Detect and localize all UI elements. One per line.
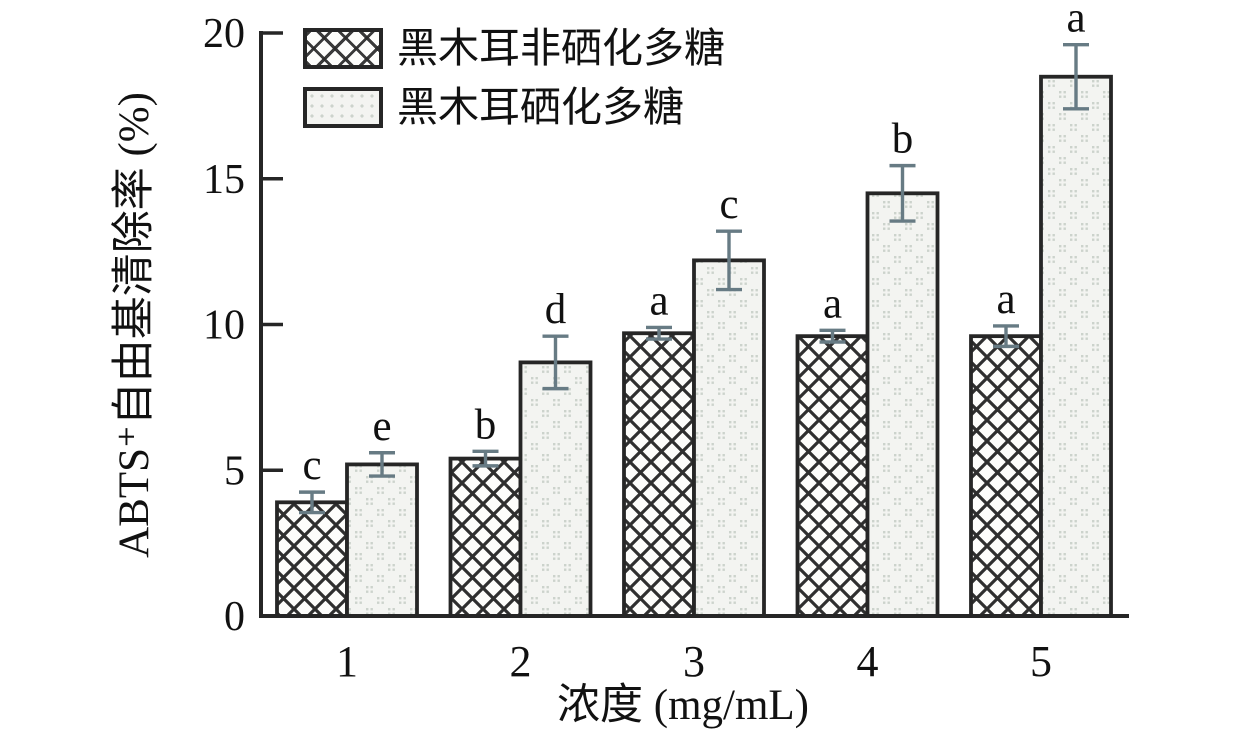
x-tick-label-3: 3 xyxy=(683,637,705,686)
y-tick-label-0: 0 xyxy=(224,594,245,640)
y-tick-label-5: 5 xyxy=(224,448,245,494)
sig-letter-selenized-4: b xyxy=(892,116,914,163)
sig-letter-selenized-3: c xyxy=(719,181,738,228)
sig-letter-non-selenized-1: c xyxy=(302,442,321,489)
bar-non-selenized-5 xyxy=(969,334,1043,618)
bar-non-selenized-3 xyxy=(622,331,696,618)
legend-item-non-selenized: 黑木耳非硒化多糖 xyxy=(303,28,725,69)
bar-selenized-1 xyxy=(345,462,419,618)
error-bars-layer xyxy=(299,42,1089,515)
y-tick-label-10: 10 xyxy=(203,303,245,349)
bar-non-selenized-4 xyxy=(795,334,870,618)
bar-non-selenized-1 xyxy=(275,500,349,618)
x-tick-label-4: 4 xyxy=(857,637,879,686)
legend-item-selenized: 黑木耳硒化多糖 xyxy=(303,87,725,128)
y-tick-label-20: 20 xyxy=(203,11,245,57)
legend: 黑木耳非硒化多糖 黑木耳硒化多糖 xyxy=(303,28,725,128)
bar-selenized-3 xyxy=(692,258,766,618)
axes-layer xyxy=(259,31,1129,618)
sig-letter-non-selenized-4: a xyxy=(823,280,842,327)
sig-letter-non-selenized-5: a xyxy=(996,276,1015,323)
bar-selenized-5 xyxy=(1039,74,1113,618)
legend-swatch-crosshatch-icon xyxy=(303,28,383,69)
sig-letter-selenized-2: d xyxy=(545,286,567,333)
x-tick-label-5: 5 xyxy=(1030,637,1052,686)
bar-selenized-2 xyxy=(518,360,593,618)
legend-label-selenized: 黑木耳硒化多糖 xyxy=(397,84,684,130)
y-tick-label-15: 15 xyxy=(203,157,245,203)
legend-swatch-dotted-icon xyxy=(303,87,383,128)
sig-letter-non-selenized-2: b xyxy=(475,401,497,448)
bar-selenized-4 xyxy=(865,191,940,618)
bar-non-selenized-2 xyxy=(448,456,523,618)
sig-letter-non-selenized-3: a xyxy=(649,277,668,324)
x-tick-label-1: 1 xyxy=(336,637,358,686)
x-axis-title: 浓度 (mg/mL) xyxy=(557,682,809,729)
bars-layer xyxy=(275,74,1113,618)
x-tick-label-2: 2 xyxy=(510,637,532,686)
sig-letter-selenized-1: e xyxy=(372,403,391,450)
sig-letter-selenized-5: a xyxy=(1066,0,1085,42)
labels-layer: c e 1 b d 2 a c 3 a b 4 a a 5 0 5 10 15 20 xyxy=(203,0,1086,686)
y-axis-title: ABTS⁺自由基清除率 (%) xyxy=(110,92,158,558)
legend-label-non-selenized: 黑木耳非硒化多糖 xyxy=(397,25,725,71)
